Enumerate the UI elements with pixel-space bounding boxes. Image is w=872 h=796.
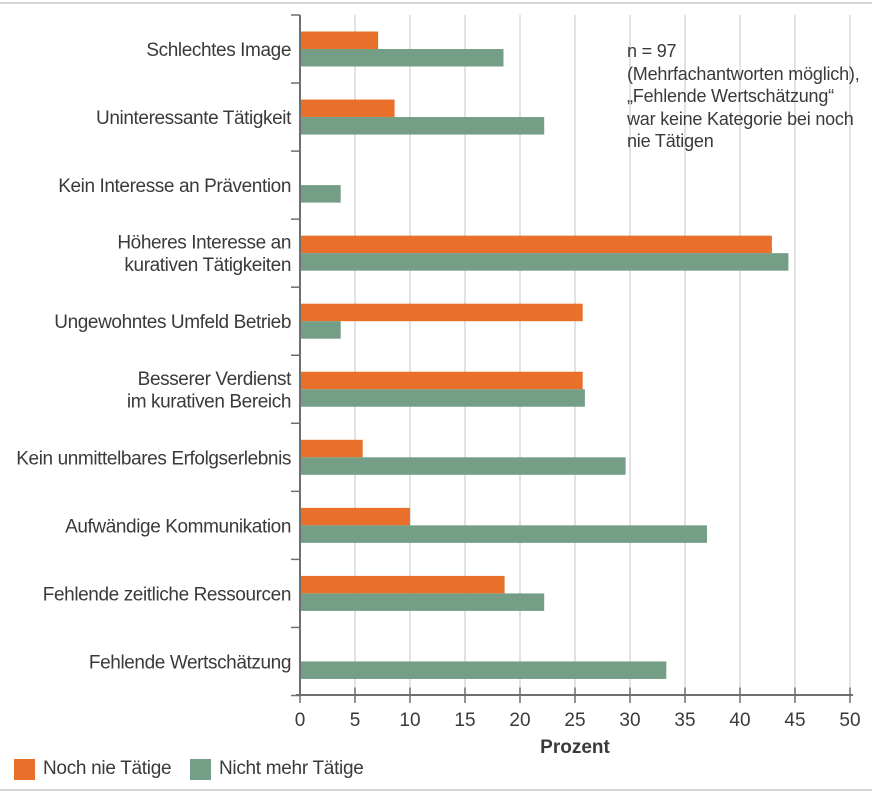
x-tick-label: 45 xyxy=(784,710,805,731)
category-label: Aufwändige Kommunikation xyxy=(65,516,291,537)
x-axis-title: Prozent xyxy=(540,737,610,758)
bottom-frame-line xyxy=(0,789,872,791)
x-tick-label: 30 xyxy=(619,710,640,731)
bar-nicht-mehr-taetige-6 xyxy=(300,457,626,475)
category-label: Ungewohntes Umfeld Betrieb xyxy=(54,312,291,333)
x-tick-label: 20 xyxy=(509,710,530,731)
category-label: kurativen Tätigkeiten xyxy=(124,255,291,276)
bar-noch-nie-taetige-8 xyxy=(300,575,505,594)
annotation-line: war keine Kategorie bei noch xyxy=(627,108,854,129)
bar-noch-nie-taetige-7 xyxy=(300,507,410,526)
category-label: Besserer Verdienst xyxy=(138,369,292,390)
category-label: Kein unmittelbares Erfolgserlebnis xyxy=(16,448,291,469)
category-label: Kein Interesse an Prävention xyxy=(58,176,291,197)
legend-swatch-orange xyxy=(14,758,35,780)
x-tick-label: 0 xyxy=(295,710,306,731)
bar-nicht-mehr-taetige-0 xyxy=(300,49,504,67)
bar-nicht-mehr-taetige-5 xyxy=(300,389,585,407)
chart-annotation: n = 97 (Mehrfachantworten möglich), „Feh… xyxy=(627,40,872,153)
bar-nicht-mehr-taetige-4 xyxy=(300,321,341,339)
category-label: Fehlende Wertschätzung xyxy=(89,652,291,673)
category-label: Fehlende zeitliche Ressourcen xyxy=(43,584,291,605)
bar-noch-nie-taetige-1 xyxy=(300,99,395,118)
legend-label: Noch nie Tätige xyxy=(43,758,172,779)
x-tick-label: 5 xyxy=(350,710,361,731)
annotation-line: (Mehrfachantworten möglich), xyxy=(627,63,860,84)
annotation-line: „Fehlende Wertschätzung“ xyxy=(627,86,834,106)
x-tick-label: 40 xyxy=(729,710,750,731)
bar-nicht-mehr-taetige-7 xyxy=(300,525,707,543)
top-frame-line xyxy=(0,2,872,4)
bar-nicht-mehr-taetige-9 xyxy=(300,661,667,679)
legend-label: Nicht mehr Tätige xyxy=(219,758,364,779)
category-label: Höheres Interesse an xyxy=(117,233,291,254)
x-tick-label: 35 xyxy=(674,710,695,731)
bar-nicht-mehr-taetige-2 xyxy=(300,185,341,203)
bar-nicht-mehr-taetige-8 xyxy=(300,593,545,611)
legend-item-nicht-mehr-taetige: Nicht mehr Tätige xyxy=(190,758,364,780)
bar-noch-nie-taetige-0 xyxy=(300,31,379,49)
bar-noch-nie-taetige-4 xyxy=(300,303,583,322)
legend-swatch-green xyxy=(190,758,211,780)
x-tick-label: 10 xyxy=(399,710,420,731)
bar-nicht-mehr-taetige-1 xyxy=(300,117,545,135)
annotation-line: nie Tätigen xyxy=(627,131,714,151)
bar-noch-nie-taetige-6 xyxy=(300,439,363,458)
x-tick-label: 15 xyxy=(454,710,475,731)
x-tick-label: 25 xyxy=(564,710,585,731)
category-label: Schlechtes Image xyxy=(146,40,291,61)
annotation-line: n = 97 xyxy=(627,41,677,61)
category-label: im kurativen Bereich xyxy=(127,391,291,412)
bar-nicht-mehr-taetige-3 xyxy=(300,253,789,271)
category-label: Uninteressante Tätigkeit xyxy=(96,108,292,129)
bar-noch-nie-taetige-5 xyxy=(300,371,583,390)
legend-item-noch-nie-taetige: Noch nie Tätige xyxy=(14,758,172,780)
bar-noch-nie-taetige-3 xyxy=(300,235,772,254)
x-tick-label: 50 xyxy=(839,710,860,731)
